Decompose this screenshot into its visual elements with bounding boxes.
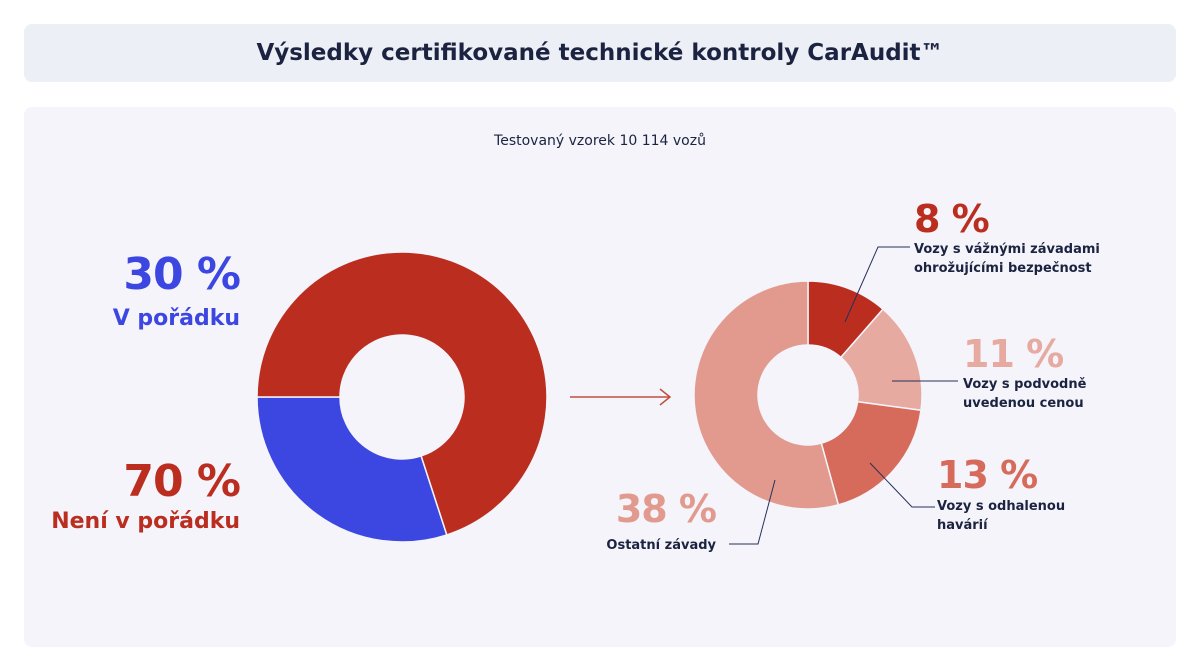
breakdown-donut <box>693 280 923 510</box>
not-ok-label: Není v pořádku <box>51 509 240 534</box>
chart-panel <box>24 107 1176 647</box>
serious-defects-label-line1: Vozy s vážnými závadami <box>914 242 1100 257</box>
page-title: Výsledky certifikované technické kontrol… <box>256 40 944 66</box>
fraud-price-percent: 11 % <box>963 332 1063 376</box>
serious-defects-label-line2: ohrožujícími bezpečnost <box>914 261 1092 276</box>
breakdown-slice-3 <box>693 280 840 510</box>
chart-canvas: 30 % V pořádku 70 % Není v pořádku 8 % V… <box>51 197 1100 553</box>
other-defects-label: Ostatní závady <box>606 538 716 553</box>
serious-defects-percent: 8 % <box>914 197 989 241</box>
ok-label: V pořádku <box>113 306 240 331</box>
other-defects-percent: 38 % <box>616 487 716 531</box>
main-slice-0 <box>256 396 448 543</box>
leader-lines <box>729 246 958 545</box>
not-ok-percent-label: 70 % <box>123 456 240 507</box>
fraud-price-label-line1: Vozy s podvodně <box>963 377 1087 392</box>
main-slice-1 <box>256 251 548 536</box>
main-donut <box>256 251 548 543</box>
breakdown-slice-2 <box>820 400 922 506</box>
fraud-price-label-line2: uvedenou cenou <box>963 396 1084 411</box>
accident-percent: 13 % <box>937 453 1037 497</box>
accident-label-line2: havárií <box>937 518 989 533</box>
arrow-icon <box>570 388 672 406</box>
accident-label-line1: Vozy s odhalenou <box>937 499 1065 514</box>
ok-percent-label: 30 % <box>123 249 240 300</box>
page-header: Výsledky certifikované technické kontrol… <box>24 24 1176 82</box>
chart-subtitle: Testovaný vzorek 10 114 vozů <box>494 133 706 149</box>
